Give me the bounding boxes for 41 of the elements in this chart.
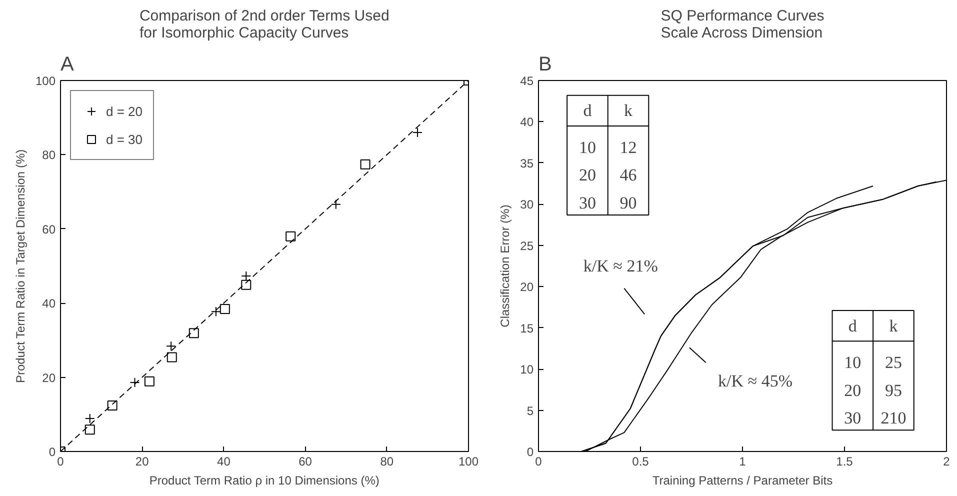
text: d k 10 12 20 46 30 90 — [578, 101, 637, 212]
chart-title: Comparison of 2nd order Terms Used for Isomorphic Capacity Curves — [139, 8, 390, 42]
text: d k 10 25 20 95 30 210 — [844, 316, 906, 428]
text: B — [538, 54, 552, 76]
y-tick-label: 45 — [520, 74, 534, 88]
x-tick-label: 80 — [380, 454, 394, 468]
y-tick-label: 80 — [42, 148, 56, 162]
y-tick-label: 0 — [526, 445, 534, 459]
y-tick-label: 10 — [520, 362, 534, 377]
y-axis-title: Product Term Ratio in Target Dimension (%) — [13, 149, 28, 384]
y-axis-title: Classification Error (%) — [498, 204, 512, 328]
x-tick-label: 1.5 — [836, 454, 854, 468]
x-tick-label: 0 — [57, 454, 64, 468]
y-tick-label: 0 — [48, 445, 56, 459]
legend-label: d = 30 — [106, 132, 143, 146]
y-tick-label: 20 — [520, 280, 534, 294]
x-tick-label: 20 — [135, 454, 150, 468]
text: A — [60, 54, 74, 76]
x-axis-title: Product Term Ratio ρ in 10 Dimensions (%) — [149, 474, 380, 488]
y-tick-label: 100 — [35, 74, 56, 88]
y-tick-label: 40 — [520, 115, 534, 130]
y-tick-label: 40 — [42, 296, 56, 311]
y-tick-label: 30 — [520, 198, 534, 212]
chart-title: SQ Performance Curves Scale Across Dimension — [660, 8, 824, 42]
y-tick-label: 60 — [42, 222, 56, 236]
x-tick-label: 100 — [458, 454, 479, 468]
annotation: k/K ≈ 45% — [718, 372, 793, 391]
x-tick-label: 40 — [217, 454, 231, 468]
x-tick-label: 1 — [739, 454, 746, 468]
y-tick-label: 20 — [42, 370, 56, 385]
annotation: k/K ≈ 21% — [583, 256, 658, 276]
x-tick-label: 0 — [535, 454, 542, 468]
x-tick-label: 2 — [943, 454, 950, 468]
x-tick-label: 60 — [298, 454, 312, 468]
y-tick-label: 5 — [526, 404, 534, 418]
legend-label: d = 20 — [106, 104, 143, 118]
y-tick-label: 25 — [520, 238, 534, 253]
y-tick-label: 15 — [520, 321, 534, 336]
y-tick-label: 35 — [520, 156, 534, 170]
x-axis-title: Training Patterns / Parameter Bits — [652, 474, 833, 488]
x-tick-label: 0.5 — [632, 454, 650, 468]
